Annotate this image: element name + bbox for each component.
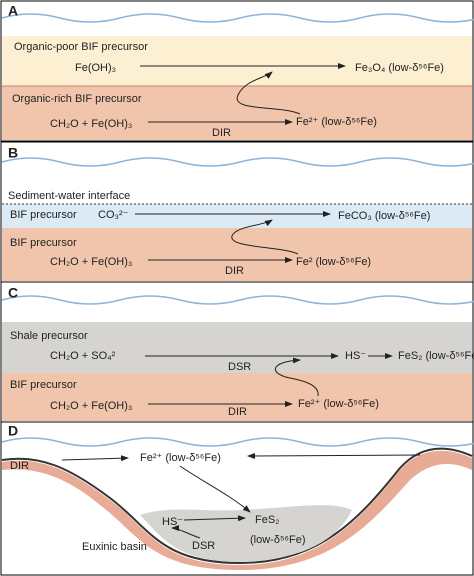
process: DIR (10, 460, 29, 472)
layer-label: Organic-rich BIF precursor (12, 93, 142, 105)
panel-label: D (8, 423, 18, 439)
panel-a: A Organic-poor BIF precursor Organic-ric… (0, 0, 474, 142)
species: FeCO₃ (low-δ⁵⁶Fe) (338, 210, 430, 222)
species: FeS₂ (low-δ⁵⁶Fe) (398, 350, 474, 362)
process: DIR (225, 265, 244, 277)
species: HS⁻ (162, 516, 183, 528)
basin-label: Euxinic basin (82, 541, 147, 553)
panel-b: B Sediment-water interface BIF precursor… (0, 141, 474, 283)
layer-label: BIF precursor (10, 237, 77, 249)
species: Fe₃O₄ (low-δ⁵⁶Fe) (355, 62, 444, 74)
process: DSR (228, 361, 251, 373)
process: DSR (192, 540, 215, 552)
panel-c: C Shale precursor BIF precursor CH₂O + S… (0, 281, 474, 423)
species: Fe²⁺ (low-δ⁵⁶Fe) (296, 116, 377, 128)
species: CH₂O + Fe(OH)₃ (50, 118, 132, 130)
process: DIR (212, 127, 231, 139)
interface-label: Sediment-water interface (8, 190, 130, 202)
species: Fe(OH)₃ (75, 62, 116, 74)
species: FeS₂ (255, 514, 279, 526)
panel-label: B (8, 145, 18, 161)
layer-label: Shale precursor (10, 330, 88, 342)
layer-label: Organic-poor BIF precursor (14, 41, 148, 53)
panel-label: A (8, 3, 18, 19)
species: Fe² (low-δ⁵⁶Fe) (296, 256, 371, 268)
species: CH₂O + SO₄² (50, 350, 116, 362)
layer-label: BIF precursor (10, 379, 77, 391)
species: (low-δ⁵⁶Fe) (250, 534, 306, 546)
panel-label: C (8, 285, 18, 301)
species: Fe²⁺ (low-δ⁵⁶Fe) (298, 398, 379, 410)
species: CH₂O + Fe(OH)₃ (50, 256, 132, 268)
layer-label: BIF precursor (10, 209, 77, 221)
species: CO₃²⁻ (98, 209, 129, 221)
species: Fe²⁺ (low-δ⁵⁶Fe) (140, 452, 221, 464)
process: DIR (228, 406, 247, 418)
species: CH₂O + Fe(OH)₃ (50, 400, 132, 412)
species: HS⁻ (345, 350, 366, 362)
panel-d: D DIR Fe²⁺ (low-δ⁵⁶Fe) HS⁻ FeS₂ (low-δ⁵⁶… (0, 421, 474, 576)
